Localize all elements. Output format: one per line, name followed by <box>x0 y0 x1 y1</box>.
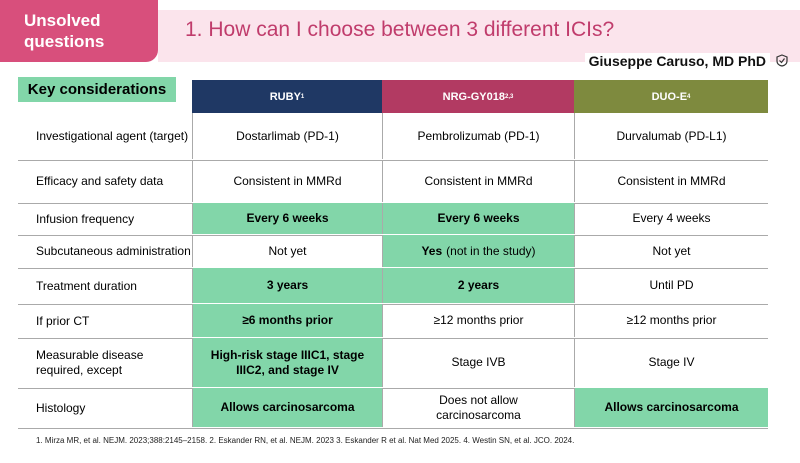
table-cell: Stage IV <box>574 338 768 387</box>
table-cell: Consistent in MMRd <box>382 160 574 202</box>
table-cell: Durvalumab (PD-L1) <box>574 113 768 159</box>
table-cell: Yes (not in the study) <box>382 235 574 267</box>
column-name: NRG-GY018 <box>442 90 505 103</box>
cell-text: Allows carcinosarcoma <box>220 400 355 414</box>
row-line <box>18 113 768 161</box>
cell-text: Every 4 weeks <box>632 211 711 225</box>
row-label: Measurable disease required, except <box>36 348 144 377</box>
column-ref: 2,3 <box>505 93 514 100</box>
cell-text: 2 years <box>457 278 500 292</box>
cell-text: Until PD <box>649 278 694 292</box>
table-cell: Not yet <box>574 235 768 267</box>
row-label: Efficacy and safety data <box>36 174 164 188</box>
column-header: DUO-E 4 <box>574 80 768 113</box>
cell-text: High-risk stage IIIC1, stage IIIC2, and … <box>210 347 365 377</box>
corner-label: Key considerations <box>18 77 176 102</box>
table-cell: Every 4 weeks <box>574 203 768 234</box>
table-cell: Dostarlimab (PD-1) <box>192 113 382 159</box>
cell-text: Not yet <box>652 243 691 258</box>
verified-icon <box>776 54 788 67</box>
cell-text: Not yet <box>268 243 307 258</box>
row-label: Subcutaneous administration <box>36 244 191 258</box>
cell-text: ≥12 months prior <box>433 313 524 327</box>
slide-title: 1. How can I choose between 3 different … <box>185 18 615 41</box>
row-line <box>18 304 768 339</box>
table-cell: Not yet <box>192 235 382 267</box>
table-cell: Does not allow carcinosarcoma <box>382 388 574 427</box>
cell-text: ≥12 months prior <box>626 313 717 327</box>
table-cell: High-risk stage IIIC1, stage IIIC2, and … <box>192 338 382 387</box>
cell-text: Durvalumab (PD-L1) <box>616 128 727 143</box>
cell-text: Consistent in MMRd <box>233 173 342 188</box>
table-cell: ≥6 months prior <box>192 304 382 337</box>
cell-text: Does not allow carcinosarcoma <box>436 392 521 422</box>
table-cell: 3 years <box>192 268 382 303</box>
cell-text: Stage IV <box>648 355 695 369</box>
cell-text: Pembrolizumab (PD-1) <box>417 128 540 143</box>
table-cell: ≥12 months prior <box>382 304 574 337</box>
table-cell: Every 6 weeks <box>192 203 382 234</box>
table-cell: Consistent in MMRd <box>574 160 768 202</box>
table-cell: Allows carcinosarcoma <box>574 388 768 427</box>
author: Giuseppe Caruso, MD PhD <box>584 53 770 69</box>
row-line <box>18 338 768 389</box>
cell-part: (not in the study) <box>446 243 536 258</box>
row-label: If prior CT <box>36 313 90 328</box>
table-cell: Allows carcinosarcoma <box>192 388 382 427</box>
column-header: NRG-GY018 2,3 <box>382 80 574 113</box>
table-cell: Consistent in MMRd <box>192 160 382 202</box>
column-ref: 4 <box>687 93 691 100</box>
table-cell: Until PD <box>574 268 768 303</box>
cell-text: Dostarlimab (PD-1) <box>236 128 339 143</box>
column-name: RUBY <box>269 90 301 103</box>
table-cell: ≥12 months prior <box>574 304 768 337</box>
cell-text: Consistent in MMRd <box>424 173 533 188</box>
table-cell: 2 years <box>382 268 574 303</box>
table-cell: Stage IVB <box>382 338 574 387</box>
cell-part: Yes <box>421 243 443 258</box>
cell-text: Consistent in MMRd <box>617 173 726 188</box>
cell-text: Stage IVB <box>451 355 506 369</box>
row-label: Infusion frequency <box>36 211 135 226</box>
row-label: Histology <box>36 400 86 415</box>
column-header: RUBY 1 <box>192 80 382 113</box>
cell-text: Allows carcinosarcoma <box>604 400 739 414</box>
cell-text: Yes (not in the study) <box>421 244 535 259</box>
row-label: Treatment duration <box>36 278 137 293</box>
row-line <box>18 388 768 429</box>
table-cell: Every 6 weeks <box>382 203 574 234</box>
cell-text: Every 6 weeks <box>246 211 329 225</box>
cell-text: Every 6 weeks <box>437 211 520 225</box>
badge: Unsolved questions <box>0 0 158 62</box>
row-label: Investigational agent (target) <box>36 129 189 143</box>
table-cell: Pembrolizumab (PD-1) <box>382 113 574 159</box>
column-ref: 1 <box>300 93 305 100</box>
cell-text: ≥6 months prior <box>242 313 333 327</box>
cell-text: 3 years <box>266 278 309 292</box>
row-line <box>18 268 768 305</box>
column-name: DUO-E <box>651 90 688 103</box>
footnote: 1. Mirza MR, et al. NEJM. 2023;388:2145–… <box>36 436 575 445</box>
